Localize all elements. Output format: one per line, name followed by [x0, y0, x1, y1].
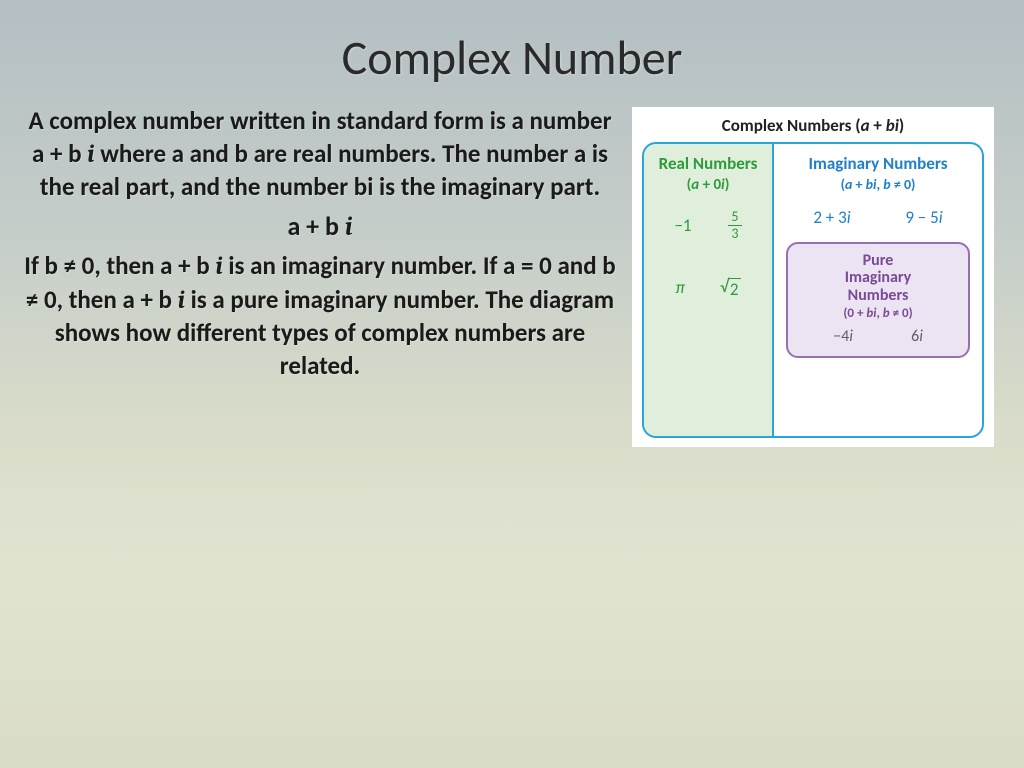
dt-a: a [861, 115, 870, 136]
pe1i: i [849, 327, 853, 346]
ie2i: i [939, 207, 943, 228]
frac-top: 5 [728, 210, 741, 226]
pt2: Imaginary [845, 268, 912, 287]
imag-ex1: 2 + 3i [813, 207, 850, 228]
pe2i: i [919, 327, 923, 346]
ie1a: 2 + 3 [813, 207, 846, 228]
rs-a: a [691, 176, 699, 194]
pure-imaginary-box: Pure Imaginary Numbers (0 + bi, b ≠ 0) −… [786, 242, 970, 359]
dt-post: ) [899, 115, 904, 136]
pt3: Numbers [848, 286, 909, 305]
real-row-1: −1 5 3 [650, 210, 766, 241]
real-subtitle: (a + 0i) [650, 176, 766, 194]
rs-post: + 0 [699, 176, 721, 194]
rs-close: ) [725, 176, 730, 194]
p2-i2: i [178, 286, 185, 315]
p1-part-b: where a and b are real numbers. The numb… [40, 138, 608, 203]
imag-ex2: 9 − 5i [905, 207, 942, 228]
real-title: Real Numbers [650, 154, 766, 174]
imag-title: Imaginary Numbers [780, 154, 976, 174]
real-ex-pi: π [676, 277, 685, 298]
real-ex-neg1: −1 [674, 215, 691, 236]
imag-subtitle: (a + bi, b ≠ 0) [780, 176, 976, 193]
ie2a: 9 − 5 [905, 207, 938, 228]
real-row-2: π √2 [650, 275, 766, 300]
paragraph-1: A complex number written in standard for… [20, 105, 620, 204]
diagram-column: Complex Numbers (a + bi) Real Numbers (a… [632, 105, 994, 447]
p2-part-a: If b ≠ 0, then a + b [24, 250, 215, 281]
real-numbers-box: Real Numbers (a + 0i) −1 5 3 [644, 144, 774, 436]
ps-b2: b [883, 306, 890, 321]
real-examples: −1 5 3 π √2 [650, 210, 766, 300]
slide-title: Complex Number [0, 0, 1024, 87]
pe2a: 6 [911, 327, 919, 346]
pure-subtitle: (0 + bi, b ≠ 0) [792, 306, 964, 321]
real-ex-fraction: 5 3 [728, 210, 741, 241]
pure-ex2: 6i [911, 327, 923, 346]
imag-examples: 2 + 3i 9 − 5i [780, 207, 976, 228]
sqrt-arg: 2 [728, 278, 741, 300]
real-ex-sqrt2: √2 [720, 275, 741, 300]
slide: Complex Number A complex number written … [0, 0, 1024, 768]
pt1: Pure [863, 251, 894, 270]
imaginary-numbers-box: Imaginary Numbers (a + bi, b ≠ 0) 2 + 3i… [774, 144, 982, 436]
dt-plus: + [870, 115, 886, 136]
dt-pre: Complex Numbers ( [722, 115, 861, 136]
formula-i: i [345, 212, 353, 242]
body-text: A complex number written in standard for… [20, 105, 620, 447]
paragraph-2: If b ≠ 0, then a + b i is an imaginary n… [20, 250, 620, 382]
p2-i1: i [215, 252, 222, 281]
complex-numbers-diagram: Complex Numbers (a + bi) Real Numbers (a… [632, 107, 994, 447]
p1-italic-i: i [87, 140, 94, 169]
is-b2: b [883, 176, 890, 193]
standard-form-formula: a + b i [20, 210, 620, 245]
ps-post: ≠ 0) [890, 306, 913, 321]
is-b: b [866, 176, 873, 193]
ps-pre: (0 + [843, 306, 866, 321]
dt-b: b [886, 115, 895, 136]
pure-ex1: −4i [833, 327, 853, 346]
pure-examples: −4i 6i [792, 327, 964, 346]
frac-bot: 3 [731, 226, 738, 241]
pure-title: Pure Imaginary Numbers [792, 252, 964, 305]
content-row: A complex number written in standard for… [0, 87, 1024, 447]
diagram-outer-box: Real Numbers (a + 0i) −1 5 3 [642, 142, 984, 438]
ie1i: i [847, 207, 851, 228]
pe1a: −4 [833, 327, 849, 346]
diagram-title: Complex Numbers (a + bi) [642, 115, 984, 136]
is-post: ≠ 0) [891, 176, 916, 193]
is-mid: + [852, 176, 865, 193]
formula-a: a + b [287, 210, 344, 242]
